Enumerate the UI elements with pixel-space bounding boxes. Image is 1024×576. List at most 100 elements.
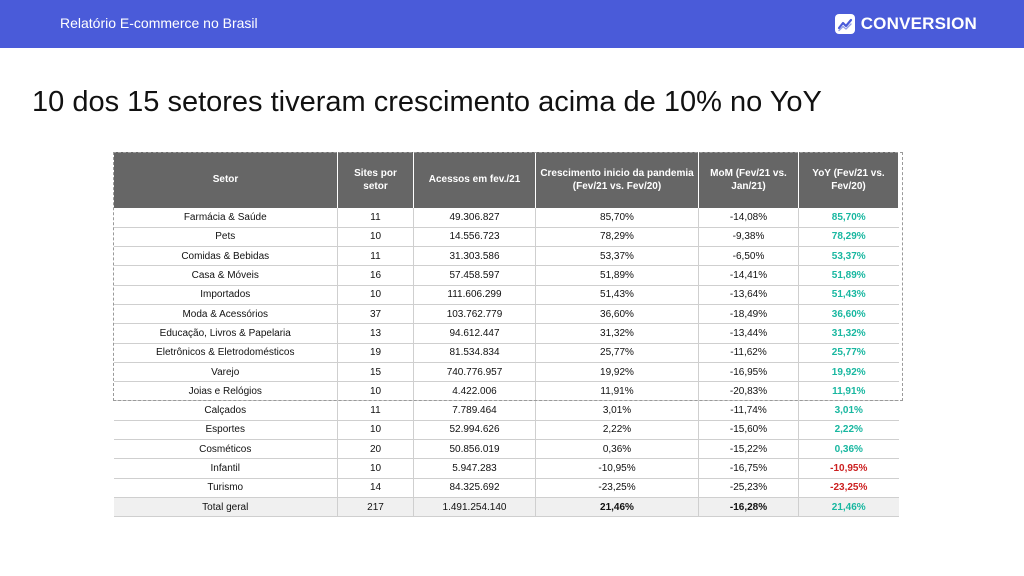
cell-acessos: 50.856.019 (413, 439, 536, 460)
top-bar: Relatório E-commerce no Brasil CONVERSIO… (0, 0, 1024, 48)
cell-yoy: 0,36% (798, 439, 899, 460)
cell-mom: -16,95% (698, 362, 799, 383)
table-row: Joias e Relógios 10 4.422.006 11,91% -20,83%… (113, 381, 899, 402)
cell-mom: -18,49% (698, 304, 799, 325)
cell-sites: 16 (337, 265, 414, 286)
table-row: Infantil 10 5.947.283 -10,95% -16,75% -10,95% (113, 458, 899, 479)
total-crescimento: 21,46% (535, 497, 699, 518)
cell-mom: -11,62% (698, 343, 799, 363)
cell-setor: Comidas & Bebidas (113, 246, 338, 267)
header-acessos: Acessos em fev./21 (413, 152, 536, 208)
cell-mom: -11,74% (698, 400, 799, 421)
table-row: Casa & Móveis 16 57.458.597 51,89% -14,41% 51… (113, 265, 899, 286)
cell-acessos: 7.789.464 (413, 400, 536, 421)
cell-setor: Cosméticos (113, 439, 338, 460)
header-setor: Setor (113, 152, 338, 208)
cell-crescimento: 51,43% (535, 285, 699, 305)
cell-sites: 10 (337, 420, 414, 441)
table-row: Moda & Acessórios 37 103.762.779 36,60% -18,… (113, 304, 899, 325)
cell-acessos: 49.306.827 (413, 208, 536, 228)
cell-yoy: 11,91% (798, 381, 899, 402)
cell-sites: 11 (337, 246, 414, 267)
cell-mom: -6,50% (698, 246, 799, 267)
header-mom: MoM (Fev/21 vs. Jan/21) (698, 152, 799, 208)
cell-crescimento: 3,01% (535, 400, 699, 421)
cell-mom: -13,64% (698, 285, 799, 305)
cell-crescimento: -10,95% (535, 458, 699, 479)
cell-setor: Calçados (113, 400, 338, 421)
cell-setor: Educação, Livros & Papelaria (113, 323, 338, 344)
cell-yoy: 51,43% (798, 285, 899, 305)
sector-table: Setor Sites por setor Acessos em fev./21… (113, 152, 899, 518)
cell-acessos: 14.556.723 (413, 227, 536, 248)
cell-yoy: -10,95% (798, 458, 899, 479)
cell-acessos: 57.458.597 (413, 265, 536, 286)
cell-setor: Joias e Relógios (113, 381, 338, 402)
table-row: Turismo 14 84.325.692 -23,25% -25,23% -23,25% (113, 478, 899, 498)
cell-crescimento: -23,25% (535, 478, 699, 498)
cell-acessos: 84.325.692 (413, 478, 536, 498)
growth-chart-icon (834, 14, 855, 34)
cell-crescimento: 0,36% (535, 439, 699, 460)
cell-sites: 19 (337, 343, 414, 363)
cell-sites: 37 (337, 304, 414, 325)
report-title: Relatório E-commerce no Brasil (60, 15, 258, 31)
cell-acessos: 740.776.957 (413, 362, 536, 383)
table-row: Varejo 15 740.776.957 19,92% -16,95% 19,92% (113, 362, 899, 383)
cell-setor: Importados (113, 285, 338, 305)
cell-sites: 11 (337, 400, 414, 421)
table-header-row: Setor Sites por setor Acessos em fev./21… (113, 152, 899, 208)
cell-acessos: 31.303.586 (413, 246, 536, 267)
table-row: Eletrônicos & Eletrodomésticos 19 81.534.8… (113, 343, 899, 363)
cell-yoy: 3,01% (798, 400, 899, 421)
cell-mom: -20,83% (698, 381, 799, 402)
header-crescimento: Crescimento inicio da pandemia (Fev/21 v… (535, 152, 699, 208)
cell-sites: 10 (337, 381, 414, 402)
cell-yoy: 53,37% (798, 246, 899, 267)
cell-yoy: 19,92% (798, 362, 899, 383)
cell-crescimento: 36,60% (535, 304, 699, 325)
cell-crescimento: 19,92% (535, 362, 699, 383)
cell-setor: Esportes (113, 420, 338, 441)
table-row: Comidas & Bebidas 11 31.303.586 53,37% -6,50… (113, 246, 899, 267)
cell-mom: -15,60% (698, 420, 799, 441)
total-mom: -16,28% (698, 497, 799, 518)
cell-yoy: 31,32% (798, 323, 899, 344)
cell-setor: Eletrônicos & Eletrodomésticos (113, 343, 338, 363)
page-title: 10 dos 15 setores tiveram crescimento ac… (32, 86, 822, 118)
cell-mom: -15,22% (698, 439, 799, 460)
cell-crescimento: 51,89% (535, 265, 699, 286)
table-body: Farmácia & Saúde 11 49.306.827 85,70% -14,08… (113, 208, 899, 518)
cell-setor: Varejo (113, 362, 338, 383)
cell-sites: 13 (337, 323, 414, 344)
table-row: Pets 10 14.556.723 78,29% -9,38% 78,29% (113, 227, 899, 248)
cell-acessos: 103.762.779 (413, 304, 536, 325)
cell-acessos: 4.422.006 (413, 381, 536, 402)
cell-setor: Turismo (113, 478, 338, 498)
cell-sites: 20 (337, 439, 414, 460)
table-row: Farmácia & Saúde 11 49.306.827 85,70% -14,08… (113, 208, 899, 228)
cell-mom: -13,44% (698, 323, 799, 344)
cell-yoy: 36,60% (798, 304, 899, 325)
table-row: Educação, Livros & Papelaria 13 94.612.447… (113, 323, 899, 344)
cell-yoy: 78,29% (798, 227, 899, 248)
cell-sites: 11 (337, 208, 414, 228)
total-sites: 217 (337, 497, 414, 518)
brand-name: CONVERSION (860, 14, 977, 33)
table-row: Cosméticos 20 50.856.019 0,36% -15,22% 0,36% (113, 439, 899, 460)
cell-yoy: 51,89% (798, 265, 899, 286)
cell-crescimento: 2,22% (535, 420, 699, 441)
cell-crescimento: 78,29% (535, 227, 699, 248)
total-yoy: 21,46% (798, 497, 899, 518)
cell-yoy: -23,25% (798, 478, 899, 498)
table-total-row: Total geral 217 1.491.254.140 21,46% -16,28%… (113, 497, 899, 518)
cell-setor: Moda & Acessórios (113, 304, 338, 325)
cell-sites: 10 (337, 458, 414, 479)
cell-crescimento: 25,77% (535, 343, 699, 363)
cell-acessos: 94.612.447 (413, 323, 536, 344)
cell-sites: 10 (337, 227, 414, 248)
table-row: Esportes 10 52.994.626 2,22% -15,60% 2,22% (113, 420, 899, 441)
cell-mom: -25,23% (698, 478, 799, 498)
cell-crescimento: 11,91% (535, 381, 699, 402)
cell-setor: Infantil (113, 458, 338, 479)
